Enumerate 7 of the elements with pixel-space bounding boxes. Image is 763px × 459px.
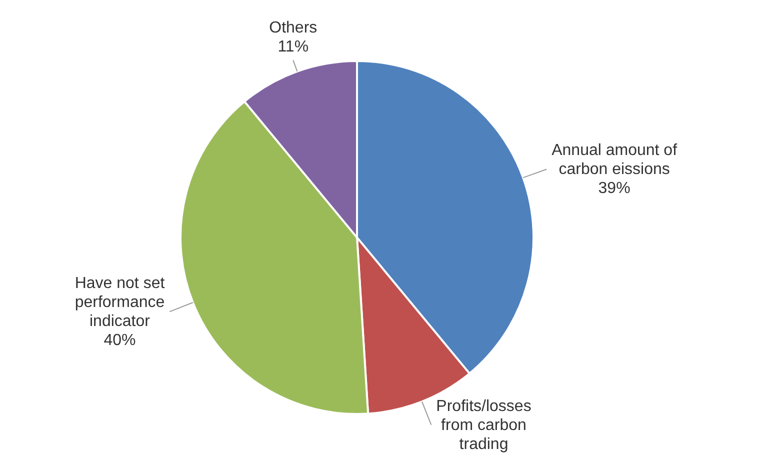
data-label: 40% [104, 332, 136, 350]
data-label: 11% [278, 38, 309, 56]
slice-label: Others [269, 20, 318, 37]
data-label: 39% [598, 180, 630, 198]
slice-label: Have not set performance indicator [74, 275, 166, 330]
slice-label: Profits/losses from carbon trading [436, 398, 532, 453]
slice-label: Annual amount of carbon eissions [552, 142, 678, 178]
